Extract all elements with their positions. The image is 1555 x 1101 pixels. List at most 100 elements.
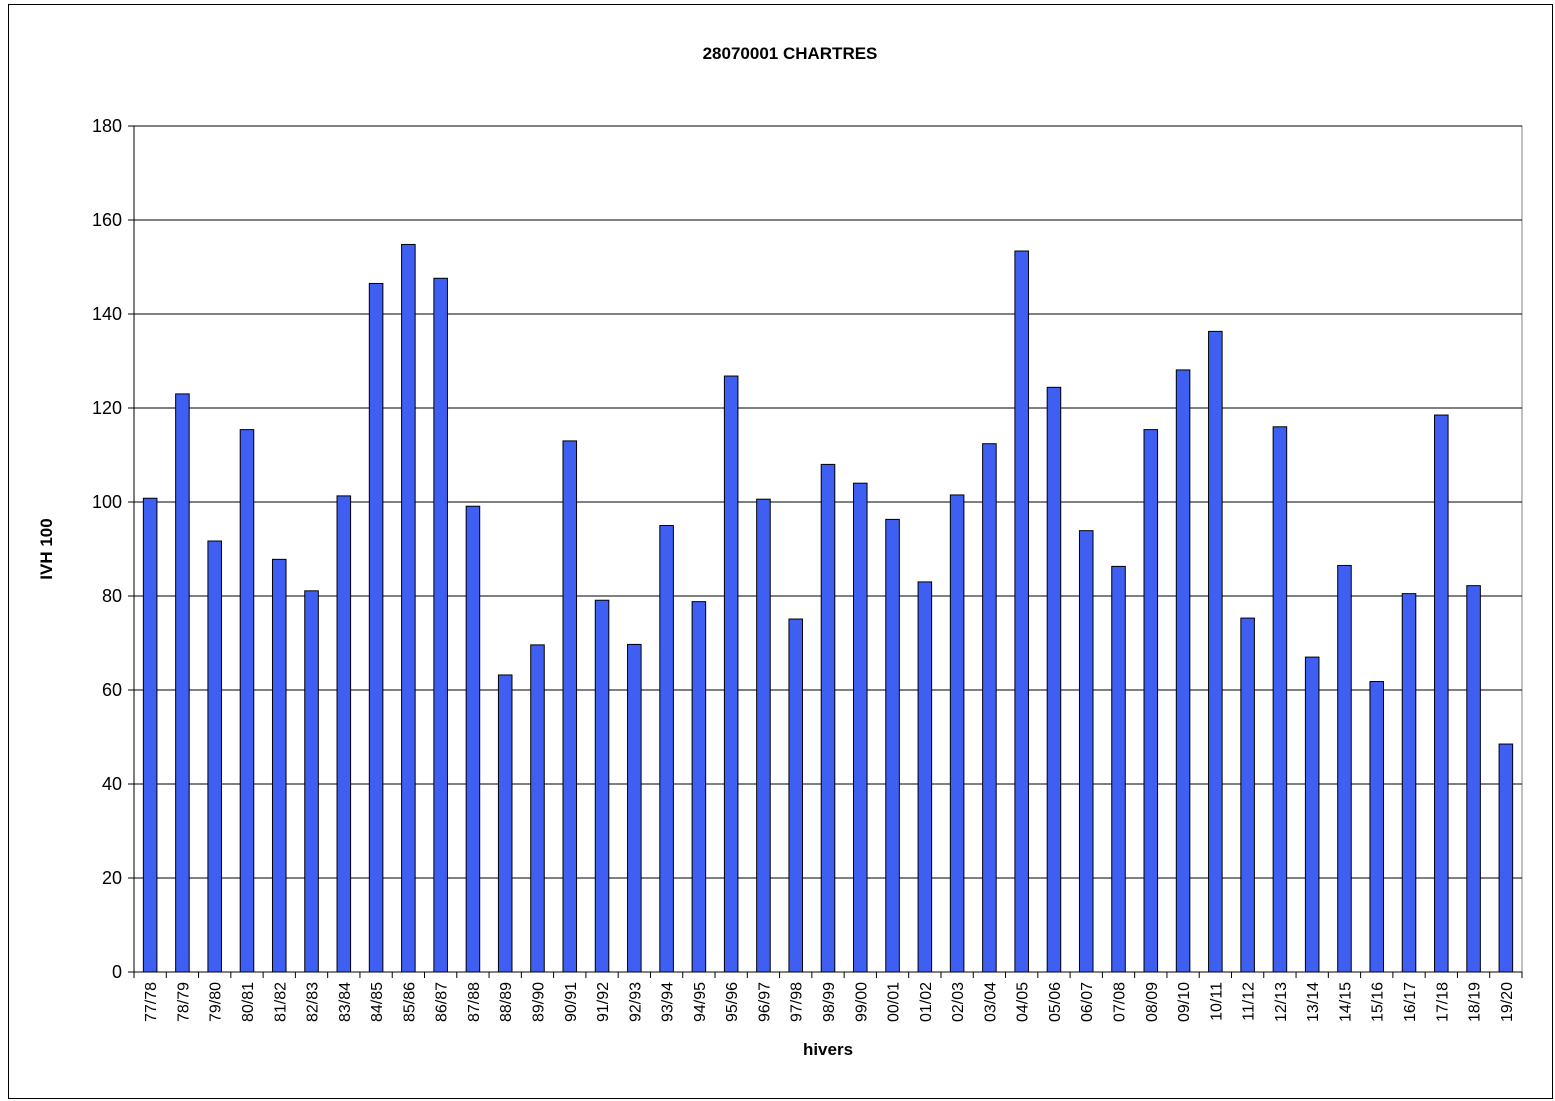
x-tick-label: 86/87: [434, 982, 451, 1022]
y-tick-label: 80: [102, 586, 122, 606]
x-tick-label: 90/91: [563, 982, 580, 1022]
chart-frame: [8, 4, 1553, 1099]
axes: [128, 125, 1523, 978]
bar-06-07: [1078, 530, 1094, 973]
x-tick-label: 17/18: [1434, 982, 1451, 1022]
x-tick-label: 10/11: [1208, 982, 1225, 1021]
x-tick-label: 81/82: [272, 982, 289, 1022]
x-tick-label: 92/93: [627, 982, 644, 1022]
x-tick-label: 96/97: [756, 982, 773, 1022]
x-tick-label: 98/99: [821, 982, 838, 1022]
bar-04-05: [1014, 250, 1029, 973]
x-tick-label: 07/08: [1112, 982, 1129, 1022]
x-tick-label: 11/12: [1241, 982, 1258, 1021]
bar-18-19: [1466, 585, 1481, 973]
bar-85-86: [401, 243, 416, 973]
bar-95-96: [723, 375, 739, 973]
bar-99-00: [853, 482, 868, 973]
bar-93-94: [659, 525, 674, 973]
bar-97-98: [788, 618, 803, 973]
x-tick-label: 94/95: [692, 982, 709, 1022]
x-tick-label: 95/96: [724, 982, 741, 1022]
y-tick-label: 160: [92, 210, 122, 230]
x-tick-label: 89/90: [530, 982, 547, 1022]
y-tick-label: 120: [92, 398, 122, 418]
x-tick-label: 15/16: [1370, 982, 1387, 1022]
bar-83-84: [336, 495, 352, 973]
x-tick-label: 85/86: [401, 982, 418, 1022]
bar-81-82: [271, 558, 287, 973]
x-tick-label: 02/03: [950, 982, 967, 1022]
y-tick-label: 60: [102, 680, 122, 700]
bar-87-88: [465, 505, 481, 973]
x-tick-label: 14/15: [1337, 982, 1354, 1022]
chart-title: 28070001 CHARTRES: [703, 44, 878, 63]
bar-01-02: [917, 581, 933, 973]
x-tick-label: 83/84: [337, 982, 354, 1022]
y-tick-label: 140: [92, 304, 122, 324]
x-tick-label: 13/14: [1305, 982, 1322, 1022]
bar-19-20: [1498, 743, 1514, 973]
bar-90-91: [562, 440, 578, 973]
bar-86-87: [433, 277, 448, 973]
x-tick-label: 18/19: [1467, 982, 1484, 1022]
bar-96-97: [756, 498, 771, 973]
bar-80-81: [239, 429, 255, 973]
bar-82-83: [304, 590, 319, 973]
bars: [142, 243, 1514, 973]
bar-78-79: [175, 393, 190, 973]
bar-05-06: [1046, 386, 1062, 973]
bar-16-17: [1401, 593, 1417, 973]
x-tick-label: 87/88: [466, 982, 483, 1022]
x-tick-label: 97/98: [789, 982, 806, 1022]
x-tick-label: 09/10: [1176, 982, 1193, 1022]
x-tick-label: 01/02: [918, 982, 935, 1022]
bar-88-89: [497, 674, 513, 973]
x-tick-label: 03/04: [982, 982, 999, 1022]
bar-07-08: [1111, 565, 1126, 973]
bar-03-04: [982, 443, 997, 973]
x-axis-label: hivers: [803, 1040, 853, 1059]
bar-17-18: [1434, 414, 1449, 973]
bar-84-85: [368, 282, 384, 973]
x-tick-label: 82/83: [305, 982, 322, 1022]
x-tick-label: 80/81: [240, 982, 257, 1022]
bar-13-14: [1304, 656, 1320, 973]
x-tick-label: 99/00: [853, 982, 870, 1022]
x-tick-label: 78/79: [175, 982, 192, 1022]
x-tick-label: 16/17: [1402, 982, 1419, 1022]
bar-94-95: [691, 601, 707, 973]
x-tick-label: 06/07: [1079, 982, 1096, 1022]
bar-12-13: [1272, 426, 1288, 973]
y-tick-label: 180: [92, 116, 122, 136]
y-tick-label: 0: [112, 962, 122, 982]
bar-77-78: [142, 497, 158, 973]
y-tick-label: 100: [92, 492, 122, 512]
bar-14-15: [1337, 564, 1352, 973]
y-tick-label: 40: [102, 774, 122, 794]
x-tick-label: 00/01: [886, 982, 903, 1022]
bar-79-80: [207, 540, 222, 973]
bar-98-99: [820, 463, 836, 973]
bar-11-12: [1240, 617, 1255, 973]
x-tick-label: 04/05: [1015, 982, 1032, 1022]
bar-15-16: [1369, 681, 1385, 973]
bar-10-11: [1208, 330, 1223, 973]
bar-89-90: [530, 644, 545, 973]
bar-09-10: [1175, 369, 1191, 973]
x-tick-label: 84/85: [369, 982, 386, 1022]
x-tick-label: 77/78: [143, 982, 160, 1022]
bar-02-03: [949, 494, 965, 973]
x-tick-label: 93/94: [660, 982, 677, 1022]
x-tick-label: 05/06: [1047, 982, 1064, 1022]
x-tick-labels: 77/78 78/79 79/80 80/81 81/82 82/83 83/84 84/85…: [143, 982, 1516, 1022]
x-tick-label: 19/20: [1499, 982, 1516, 1022]
y-axis-label: IVH 100: [37, 518, 56, 579]
x-tick-label: 91/92: [595, 982, 612, 1022]
bar-08-09: [1143, 429, 1159, 973]
x-tick-label: 12/13: [1273, 982, 1290, 1022]
bar-00-01: [885, 518, 900, 973]
y-tick-labels: 0 20 40 60 80 100 120 140 160 180: [92, 116, 122, 982]
x-tick-label: 08/09: [1144, 982, 1161, 1022]
